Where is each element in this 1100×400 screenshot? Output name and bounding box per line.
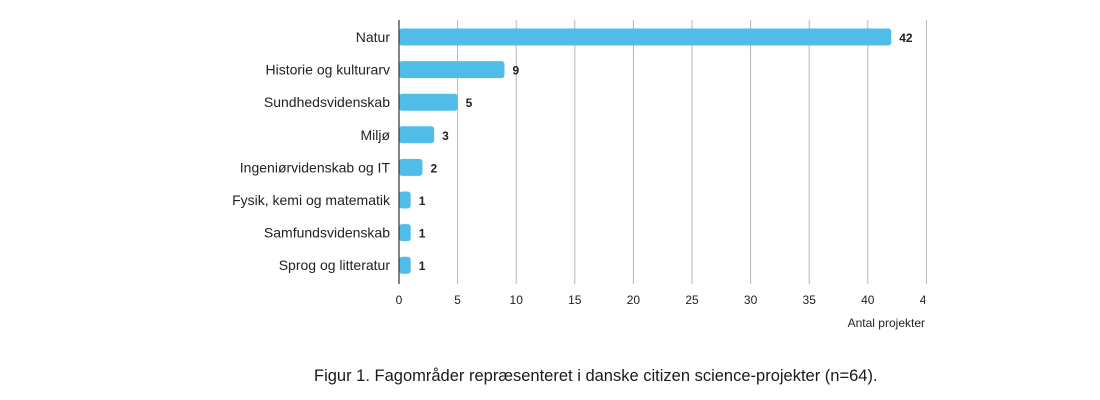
x-tick-label: 45 — [920, 293, 934, 307]
x-tick-label: 25 — [685, 293, 699, 307]
bar — [399, 28, 892, 46]
data-label: 1 — [419, 259, 426, 273]
category-label: Natur — [356, 29, 391, 45]
category-label: Samfundsvidenskab — [264, 225, 390, 241]
bar — [399, 61, 505, 79]
category-label: Sprog og litteratur — [279, 257, 391, 273]
bar — [399, 93, 458, 111]
category-labels: Natur Historie og kulturarv Sundhedsvidens… — [232, 29, 391, 273]
bar — [399, 158, 423, 176]
x-tick-label: 5 — [454, 293, 461, 307]
category-label: Miljø — [360, 127, 390, 143]
x-tick-label: 15 — [568, 293, 582, 307]
x-tick-label: 35 — [803, 293, 817, 307]
x-tick-label: 20 — [627, 293, 641, 307]
data-label: 5 — [466, 96, 473, 110]
category-label: Sundhedsvidenskab — [264, 94, 390, 110]
data-label: 9 — [512, 64, 519, 78]
data-label: 1 — [419, 194, 426, 208]
bar — [399, 256, 411, 274]
data-label: 2 — [430, 161, 437, 175]
figure-caption: Figur 1. Fagområder repræsenteret i dans… — [314, 367, 878, 385]
bar — [399, 191, 411, 209]
x-tick-label: 10 — [510, 293, 524, 307]
value-labels: 42 9 5 3 2 1 1 1 — [419, 31, 913, 273]
x-tick-label: 0 — [396, 293, 403, 307]
x-tick-label: 30 — [744, 293, 758, 307]
category-label: Ingeniørvidenskab og IT — [240, 159, 391, 175]
x-tick-labels: 0 5 10 15 20 25 30 35 40 45 — [396, 293, 934, 307]
category-label: Fysik, kemi og matematik — [232, 192, 391, 208]
gridlines — [457, 20, 927, 284]
data-label: 1 — [419, 227, 426, 241]
x-tick-label: 40 — [861, 293, 875, 307]
bar — [399, 224, 411, 242]
bars — [399, 28, 892, 274]
bar — [399, 126, 435, 144]
category-label: Historie og kulturarv — [266, 62, 391, 78]
x-axis-title: Antal projekter — [848, 316, 925, 330]
data-label: 3 — [442, 129, 449, 143]
data-label: 42 — [899, 31, 913, 45]
